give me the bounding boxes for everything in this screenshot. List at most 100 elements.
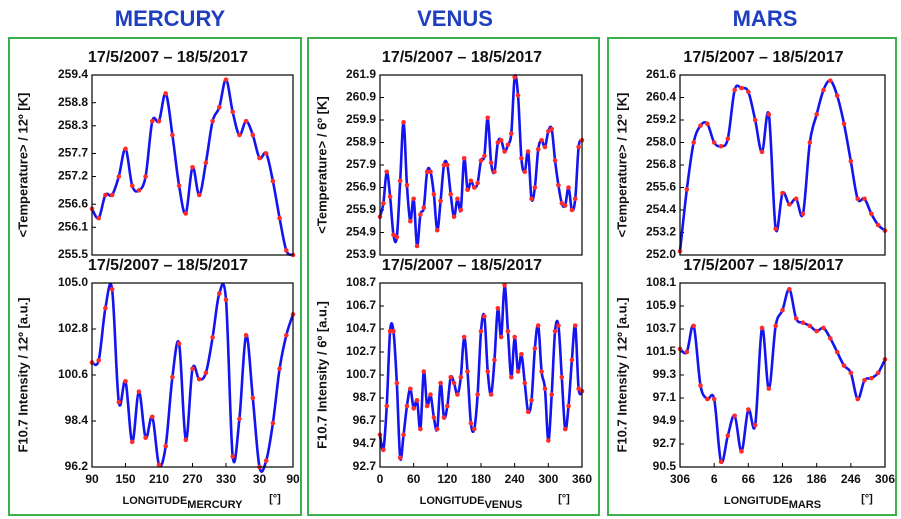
data-point [559, 375, 565, 380]
x-tick-label: 90 [286, 472, 300, 486]
data-point [793, 196, 799, 202]
y-tick-label: 108.7 [346, 275, 376, 289]
data-point [542, 386, 548, 392]
y-tick-label: 256.1 [58, 219, 88, 233]
y-tick-label: 257.2 [58, 169, 88, 183]
data-point [539, 137, 544, 143]
data-point [478, 329, 484, 334]
data-point [739, 85, 744, 91]
data-point [549, 126, 554, 132]
data-point [468, 421, 474, 426]
data-point [445, 403, 450, 409]
data-point [163, 91, 168, 96]
data-point [196, 376, 202, 382]
data-point [509, 131, 514, 136]
y-tick-label: 105.9 [646, 298, 676, 312]
data-point [780, 307, 785, 313]
y-tick-label: 103.7 [646, 321, 676, 335]
data-point [203, 370, 209, 376]
data-point [522, 169, 528, 175]
data-point [562, 203, 568, 208]
data-point [190, 165, 195, 170]
y-tick-label: 90.5 [653, 459, 677, 473]
data-point [434, 426, 440, 432]
x-tick-label: 150 [115, 472, 135, 486]
data-point [381, 447, 386, 453]
y-tick-label: 259.4 [58, 67, 88, 81]
data-point [828, 78, 833, 83]
data-point [411, 196, 416, 202]
data-point [284, 248, 289, 253]
data-point [384, 403, 390, 409]
data-point [691, 140, 696, 145]
data-point [869, 375, 874, 381]
data-point [732, 413, 737, 419]
data-point [498, 137, 504, 143]
y-tick-label: 258.8 [58, 95, 88, 109]
data-point [465, 187, 470, 193]
y-tick-label: 254.4 [646, 202, 676, 216]
data-point [698, 383, 703, 388]
data-point [862, 377, 867, 383]
data-point [96, 358, 101, 363]
data-point [391, 329, 396, 334]
data-point [475, 392, 480, 397]
data-point [401, 119, 406, 125]
data-point [495, 306, 501, 311]
plot-frame [379, 282, 583, 468]
x-axis-label-main: LONGITUDE [123, 495, 188, 507]
data-point [502, 283, 507, 288]
x-tick-label: 126 [772, 472, 792, 486]
data-point [129, 183, 135, 189]
data-point [546, 128, 551, 134]
data-point [780, 190, 785, 196]
x-tick-label: 270 [182, 472, 202, 486]
data-point [492, 357, 497, 363]
data-point [424, 403, 430, 409]
y-tick-label: 261.9 [346, 67, 376, 81]
data-point [250, 132, 256, 138]
data-point [569, 357, 575, 363]
x-axis-unit: [°] [558, 493, 570, 505]
x-tick-label: 120 [437, 472, 457, 486]
x-axis-label-sub: MARS [789, 499, 821, 511]
data-point [512, 74, 517, 80]
data-point [572, 323, 578, 328]
data-point [458, 375, 464, 380]
data-point [556, 182, 561, 188]
data-point [746, 89, 751, 95]
x-axis-label-main: LONGITUDE [420, 495, 485, 507]
y-tick-label: 102.8 [58, 321, 88, 335]
data-point [821, 87, 826, 93]
x-axis-label-main: LONGITUDE [724, 495, 789, 507]
data-point [210, 335, 215, 340]
data-point [243, 118, 249, 124]
y-tick-label: 256.6 [58, 196, 88, 210]
data-point [217, 105, 222, 110]
data-point [807, 323, 813, 329]
data-point [397, 455, 403, 461]
y-tick-label: 258.3 [58, 118, 88, 132]
data-point [498, 334, 504, 340]
x-tick-label: 300 [538, 472, 558, 486]
y-tick-label: 257.7 [58, 146, 88, 160]
data-point [438, 380, 443, 386]
data-point [397, 178, 403, 184]
data-point [441, 415, 447, 420]
y-tick-label: 105.0 [58, 275, 88, 289]
data-point [492, 169, 497, 175]
data-point [834, 93, 840, 98]
data-point [869, 211, 874, 217]
data-point [576, 386, 581, 392]
data-point [732, 87, 737, 93]
data-point [421, 205, 427, 211]
data-point [445, 162, 450, 168]
data-point [522, 380, 528, 386]
data-point [230, 454, 235, 459]
y-tick-label: 94.9 [653, 413, 677, 427]
data-point [103, 192, 108, 198]
data-line [679, 287, 887, 465]
data-point [718, 459, 724, 465]
plot-frame [379, 74, 583, 256]
data-point [277, 215, 282, 221]
